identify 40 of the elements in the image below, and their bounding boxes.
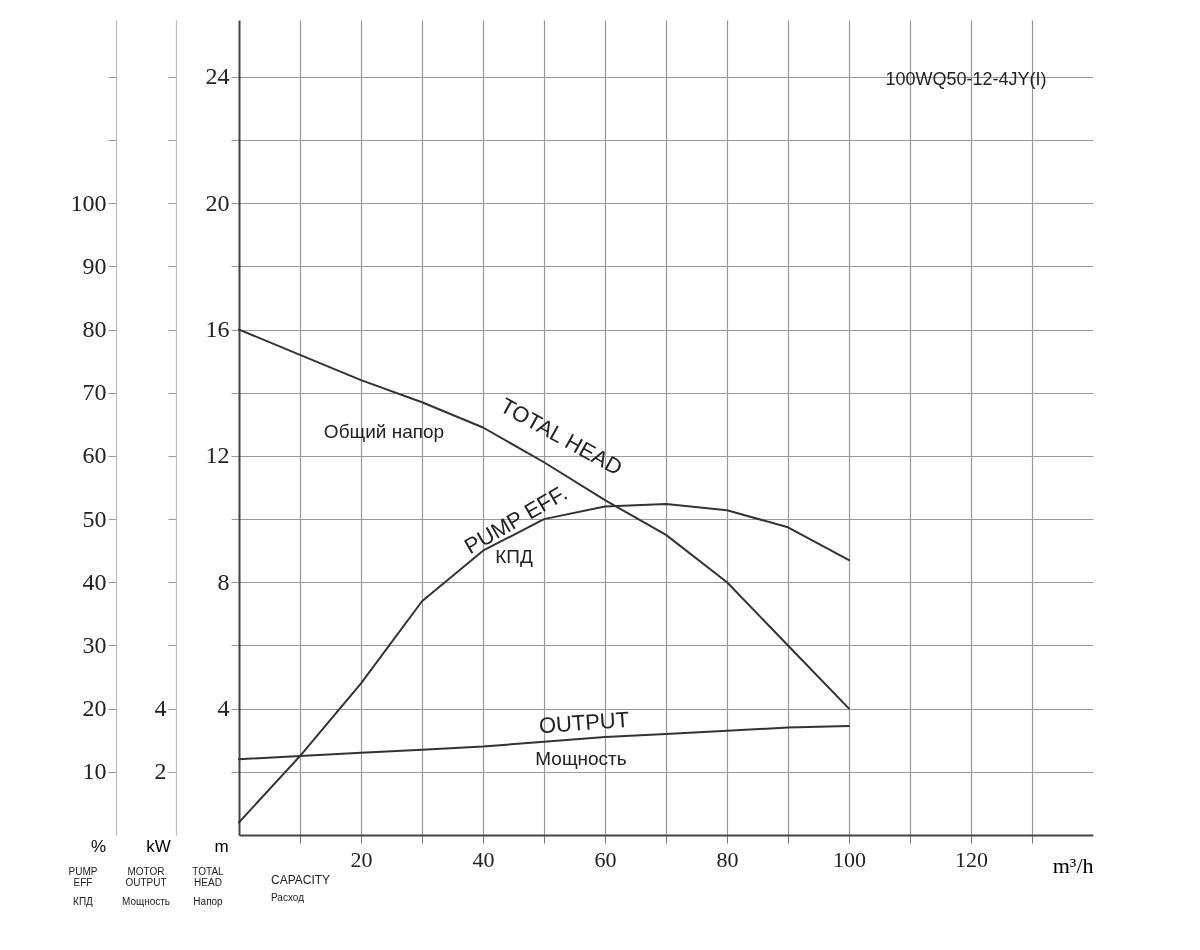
y-tick-label: 16 [205,316,230,343]
y3-tick-label: 50 [82,505,107,532]
y3-tick-label: 70 [82,379,107,406]
y3-tick-label: 90 [82,252,107,279]
text: CAPACITY [271,873,331,887]
annotation: OUTPUT [537,706,630,739]
x-tick-label: 60 [594,846,617,872]
y3-tick-label: 20 [82,695,107,722]
y3-tick-label: 80 [82,316,107,343]
y3-tick-label: 100 [70,189,107,216]
x-axis-title: m³/h [1052,852,1094,878]
y-tick-label: 12 [205,442,230,469]
annotation: 100WQ50-12-4JY(I) [885,69,1047,89]
y3-tick-label: 10 [82,758,107,785]
x-tick-label: 80 [716,846,739,872]
text: PUMP EFF [68,866,98,888]
x-tick-label: 120 [955,846,988,872]
y2-tick-label: 2 [154,758,167,785]
y3-tick-label: 40 [82,568,107,595]
y2-axis-title: kW [146,836,171,856]
y-axis-title: m [214,836,229,856]
annotation: Общий напор [323,421,445,442]
y3-tick-label: 60 [82,442,107,469]
y2-tick-label: 4 [154,695,167,722]
y-tick-label: 24 [205,63,230,90]
text: Мощность [121,896,171,907]
y-tick-label: 20 [205,189,230,216]
text: MOTOR OUTPUT [125,866,167,888]
x-tick-label: 100 [833,846,866,872]
y-tick-label: 8 [217,568,230,595]
text: TOTAL HEAD [192,866,225,888]
x-tick-label: 40 [472,846,495,872]
text: Расход [271,892,305,903]
y3-tick-label: 30 [82,631,107,658]
y-tick-label: 4 [217,695,230,722]
annotation: Мощность [535,748,627,769]
text: КПД [73,896,94,907]
y3-axis-title: % [90,836,107,856]
text: Напор [193,896,224,907]
x-tick-label: 20 [350,846,373,872]
